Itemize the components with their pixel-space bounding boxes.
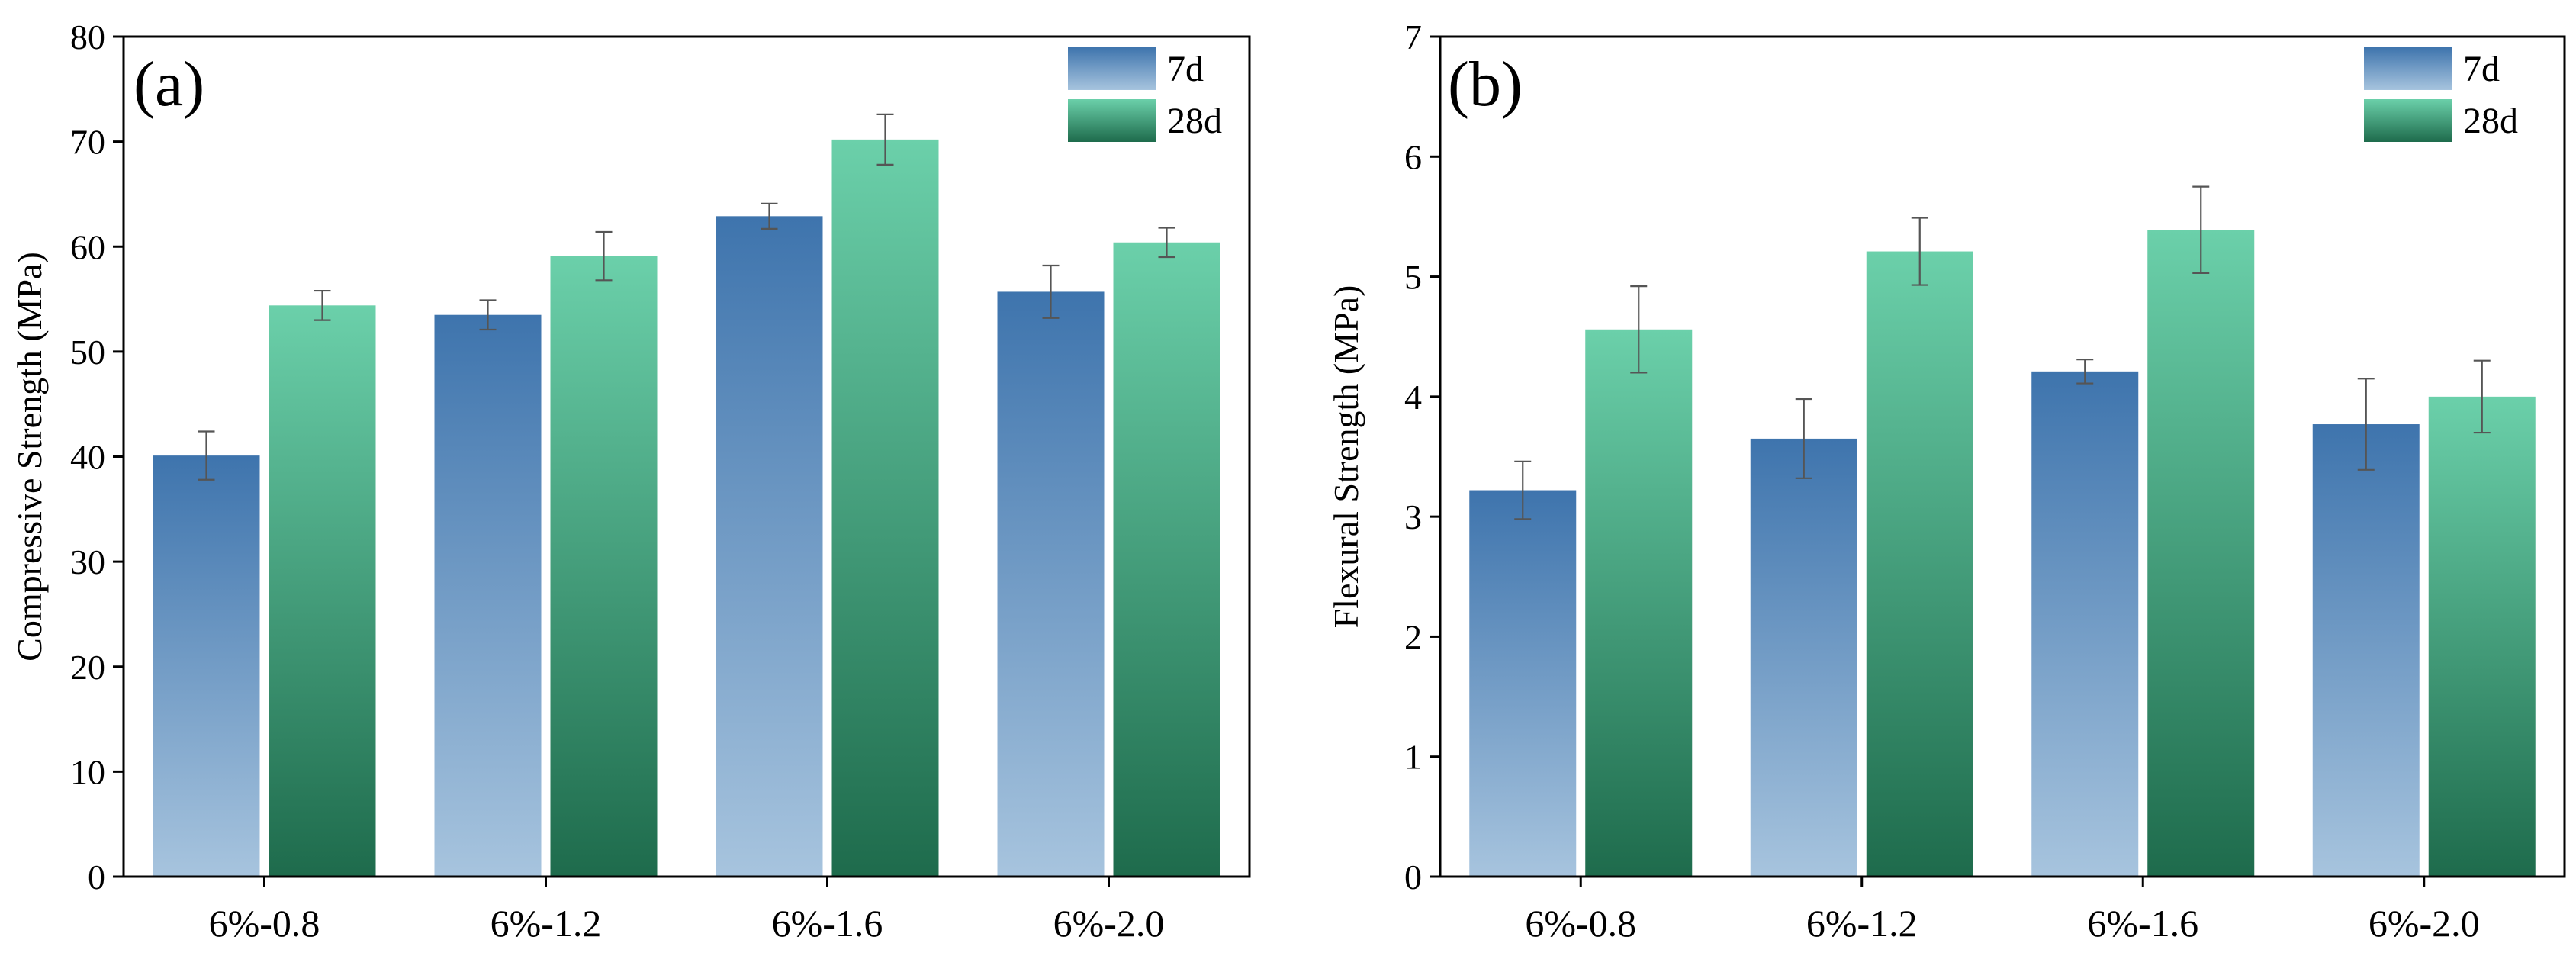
x-tick-label: 6%-2.0 (1053, 902, 1165, 945)
error-bar-7d-6%-1.2 (479, 299, 497, 331)
error-bar-28d-6%-0.8 (1630, 285, 1648, 374)
error-bar-28d-6%-1.2 (595, 230, 613, 282)
x-tick-label: 6%-1.6 (772, 902, 883, 945)
y-tick-label: 70 (70, 123, 105, 162)
y-axis-label: Flexural Strength (MPa) (1327, 285, 1365, 629)
legend-label-28d: 28d (1167, 101, 1222, 141)
legend-label-7d: 7d (1167, 49, 1204, 89)
bar-7d-6%-1.6 (2031, 371, 2139, 877)
x-tick-label: 6%-0.8 (209, 902, 320, 945)
bar-7d-6%-2.0 (997, 291, 1105, 877)
error-bar-7d-6%-1.6 (761, 202, 778, 230)
x-tick-label: 6%-1.2 (1806, 902, 1918, 945)
panel-label: (a) (133, 49, 204, 120)
error-bar-28d-6%-1.2 (1911, 217, 1928, 286)
bar-7d-6%-1.6 (716, 216, 823, 877)
y-tick-label: 50 (70, 333, 105, 372)
bar-28d-6%-1.6 (2147, 230, 2255, 877)
y-tick-label: 30 (70, 542, 105, 581)
bar-28d-6%-1.2 (550, 256, 658, 877)
x-tick-label: 6%-1.6 (2087, 902, 2198, 945)
legend-swatch-7d (2364, 47, 2452, 90)
legend-swatch-28d (1068, 99, 1156, 142)
y-tick-label: 1 (1404, 738, 1422, 777)
y-tick-label: 2 (1404, 617, 1422, 656)
error-bar-7d-6%-2.0 (2357, 378, 2375, 471)
y-tick-label: 80 (70, 18, 105, 56)
bar-7d-6%-2.0 (2312, 424, 2420, 877)
y-tick-label: 10 (70, 752, 105, 791)
error-bar-7d-6%-2.0 (1042, 264, 1060, 319)
error-bar-7d-6%-0.8 (198, 430, 215, 481)
error-bar-7d-6%-1.6 (2076, 358, 2094, 385)
y-tick-label: 0 (88, 858, 105, 896)
y-tick-label: 20 (70, 648, 105, 687)
panel-b-flexural-strength-chart: 6%-0.8 6%-1.2 6%-1.6 6%-2.0 0 1 2 3 4 5 6 7 Flexural… (1327, 18, 2566, 945)
y-tick-label: 6 (1404, 137, 1422, 176)
bar-7d-6%-0.8 (1469, 490, 1577, 877)
error-bar-28d-6%-0.8 (314, 289, 331, 321)
error-bar-28d-6%-1.6 (2192, 185, 2210, 274)
error-bar-28d-6%-2.0 (2473, 359, 2491, 434)
error-bar-28d-6%-2.0 (1158, 227, 1175, 259)
legend-swatch-7d (1068, 47, 1156, 90)
legend-swatch-28d (2364, 99, 2452, 142)
bar-28d-6%-0.8 (269, 305, 376, 877)
x-tick-label: 6%-0.8 (1525, 902, 1636, 945)
y-tick-label: 40 (70, 438, 105, 477)
bar-28d-6%-1.6 (831, 139, 939, 877)
x-tick-label: 6%-1.2 (490, 902, 602, 945)
bar-28d-6%-1.2 (1866, 251, 1973, 877)
legend-label-7d: 7d (2463, 49, 2500, 89)
error-bar-28d-6%-1.6 (876, 113, 894, 166)
bar-28d-6%-2.0 (1113, 242, 1220, 877)
x-tick-label: 6%-2.0 (2369, 902, 2480, 945)
y-axis-label: Compressive Strength (MPa) (10, 252, 49, 661)
y-tick-label: 5 (1404, 258, 1422, 297)
bar-7d-6%-0.8 (153, 455, 260, 877)
y-tick-label: 7 (1404, 18, 1422, 56)
bar-28d-6%-2.0 (2428, 396, 2536, 877)
error-bar-7d-6%-1.2 (1795, 398, 1812, 479)
error-bar-7d-6%-0.8 (1514, 460, 1532, 520)
bar-7d-6%-1.2 (434, 314, 542, 877)
bar-28d-6%-0.8 (1585, 329, 1693, 877)
legend-label-28d: 28d (2463, 101, 2518, 141)
y-tick-label: 3 (1404, 497, 1422, 536)
y-tick-label: 60 (70, 227, 105, 266)
y-tick-label: 0 (1404, 858, 1422, 896)
plot-frame (1439, 35, 2566, 878)
y-tick-label: 4 (1404, 378, 1422, 417)
panel-label: (b) (1448, 49, 1523, 120)
panel-a-compressive-strength-chart: 6%-0.8 6%-1.2 6%-1.6 6%-2.0 0 10 20 30 40 50 60 70 8… (10, 18, 1251, 945)
bar-7d-6%-1.2 (1750, 438, 1857, 877)
